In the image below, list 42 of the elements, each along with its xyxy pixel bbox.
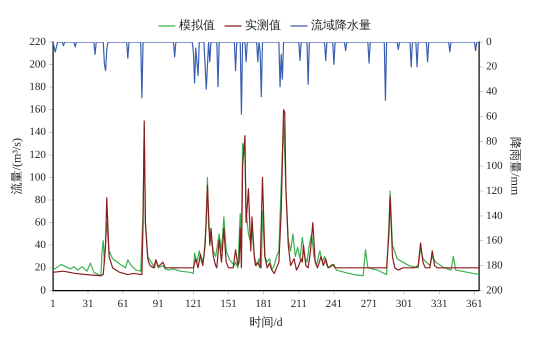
y2-tick-label: 60 [486,110,498,122]
y2-tick-label: 80 [486,135,498,148]
y2-tick-label: 200 [486,284,504,296]
x-tick-label: 361 [466,298,483,310]
x-tick-label: 271 [360,298,378,310]
y2-tick-label: 20 [486,60,498,73]
y2-tick-label: 180 [486,259,504,272]
y-tick-label: 160 [29,104,46,116]
x-axis-title: 时间/d [249,314,283,329]
x-tick-label: 211 [290,298,307,310]
y-tick-label: 100 [29,171,46,184]
y2-tick-label: 120 [486,184,504,197]
y-tick-label: 200 [29,58,46,70]
legend-label: 流域降水量 [311,18,371,32]
y-tick-label: 180 [29,81,46,94]
x-tick-label: 61 [118,298,129,310]
y2-tick-label: 0 [486,36,492,48]
y-tick-label: 220 [29,36,46,48]
x-tick-label: 121 [185,298,202,310]
y-tick-label: 120 [29,148,46,161]
y2-tick-label: 100 [486,160,504,172]
y2-axis-title: 降雨量/mm [508,137,523,196]
y2-tick-label: 160 [486,234,504,247]
y-tick-label: 20 [34,262,46,274]
x-tick-label: 181 [255,298,272,310]
y2-tick-label: 140 [486,210,504,222]
legend-label: 模拟值 [179,18,215,32]
x-tick-label: 331 [431,298,448,310]
y2-tick-label: 40 [486,86,498,98]
x-tick-label: 241 [326,298,342,310]
y-tick-label: 60 [34,216,46,229]
y-axis-title: 流量/(m³/s) [9,138,24,194]
x-tick-label: 301 [396,298,412,310]
x-tick-label: 91 [152,298,164,310]
y-tick-label: 80 [34,194,46,206]
y-tick-label: 140 [29,126,46,138]
x-tick-label: 1 [50,298,56,310]
y-tick-label: 40 [34,239,46,252]
legend-label: 实测值 [245,18,281,32]
x-tick-label: 151 [220,298,237,310]
x-tick-label: 31 [82,298,94,310]
y-tick-label: 0 [40,284,46,296]
